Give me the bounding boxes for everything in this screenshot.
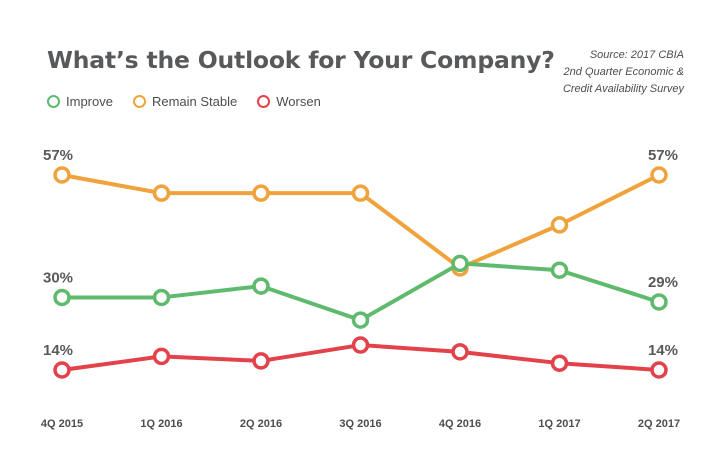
data-label: 57%: [648, 147, 678, 164]
chart-title: What’s the Outlook for Your Company?: [47, 46, 555, 74]
data-point-worsen: [152, 347, 171, 366]
x-tick-label: 1Q 2016: [140, 418, 182, 430]
source-line: 2nd Quarter Economic &: [563, 66, 684, 78]
x-tick-label: 1Q 2017: [538, 418, 580, 430]
data-label: 14%: [648, 342, 678, 359]
data-label: 30%: [43, 269, 73, 286]
legend-marker-icon: [47, 95, 60, 108]
data-point-worsen: [451, 343, 469, 361]
data-point-improve: [152, 288, 171, 307]
x-tick-label: 3Q 2016: [339, 418, 381, 430]
x-tick-label: 2Q 2016: [240, 418, 282, 430]
data-point-improve: [53, 288, 71, 307]
series-remain-stable: [53, 166, 668, 277]
legend-marker-icon: [257, 95, 271, 108]
legend-label: Remain Stable: [151, 94, 238, 109]
legend-label: Improve: [66, 94, 113, 109]
data-point-remain-stable: [53, 166, 71, 184]
series-improve: [53, 254, 668, 329]
source-note: Source: 2017 CBIA 2nd Quarter Economic &…: [444, 47, 684, 98]
data-label: 14%: [43, 342, 73, 359]
data-point-remain-stable: [550, 216, 569, 234]
data-point-improve: [650, 293, 668, 311]
data-point-remain-stable: [351, 184, 370, 202]
legend-label: Worsen: [276, 94, 321, 109]
data-point-improve: [550, 261, 569, 279]
legend-item-remain-stable: Remain Stable: [132, 94, 238, 109]
data-point-remain-stable: [252, 184, 270, 202]
x-tick-label: 4Q 2015: [41, 418, 83, 430]
legend: Improve Remain Stable Worsen: [47, 94, 341, 109]
data-point-worsen: [550, 354, 569, 372]
data-point-worsen: [53, 361, 71, 379]
data-label: 57%: [43, 147, 73, 164]
data-point-remain-stable: [650, 166, 668, 184]
source-line: Credit Availability Survey: [562, 83, 684, 95]
data-label: 29%: [648, 274, 678, 291]
legend-item-worsen: Worsen: [257, 94, 321, 109]
source-line: Source: 2017 CBIA: [589, 49, 684, 61]
data-point-improve: [451, 254, 469, 273]
x-tick-label: 2Q 2017: [638, 418, 680, 430]
series-worsen: [53, 336, 668, 379]
data-point-improve: [252, 277, 270, 295]
legend-marker-icon: [132, 95, 146, 108]
x-tick-label: 4Q 2016: [439, 418, 481, 430]
legend-item-improve: Improve: [47, 94, 113, 109]
data-point-worsen: [351, 336, 370, 354]
data-point-remain-stable: [152, 184, 171, 202]
data-point-improve: [351, 311, 370, 329]
data-point-worsen: [650, 361, 668, 379]
data-point-worsen: [252, 352, 270, 370]
